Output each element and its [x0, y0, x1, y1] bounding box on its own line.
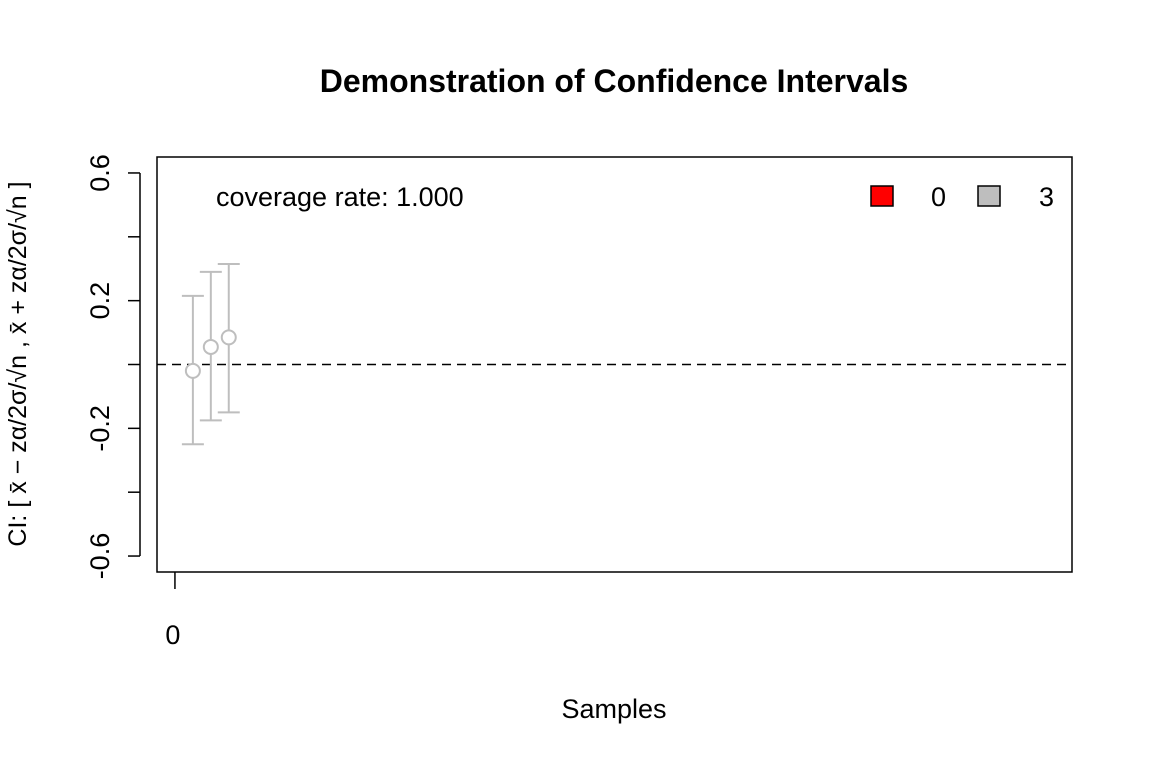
y-axis-label-lower: x̄ − zα/2σ/√n: [4, 355, 32, 494]
legend-label-0: 0: [931, 182, 946, 212]
legend-swatch-0: [870, 185, 894, 207]
chart-title: Demonstration of Confidence Intervals: [320, 63, 909, 99]
ci-point: [202, 338, 219, 355]
x-axis: 0: [165, 572, 180, 650]
y-axis-label-separator: ,: [4, 341, 32, 348]
ci-point: [184, 362, 201, 379]
ci-interval: [199, 270, 222, 422]
y-axis: -0.6 -0.2 0.2 0.6: [85, 154, 141, 580]
coverage-annotation: coverage rate: 1.000: [216, 182, 464, 212]
y-axis-label-suffix: ]: [4, 181, 32, 188]
legend: 0 3: [870, 182, 1054, 212]
y-tick-label: 0.6: [85, 154, 115, 192]
x-axis-label: Samples: [561, 694, 666, 724]
x-tick-label: 0: [165, 620, 180, 650]
y-tick-label: -0.6: [85, 533, 115, 580]
y-axis-label: CI: [ x̄ − zα/2σ/√n , x̄ + zα/2σ/√n ]: [4, 181, 32, 546]
ci-interval: [217, 262, 240, 414]
ci-point: [220, 329, 237, 346]
legend-swatch-3: [977, 185, 1001, 207]
y-tick-label: 0.2: [85, 282, 115, 320]
ci-marks: [181, 262, 240, 446]
y-axis-label-prefix: CI: [: [4, 501, 32, 547]
ci-interval: [181, 294, 204, 446]
y-tick-label: -0.2: [85, 405, 115, 452]
y-axis-label-upper: x̄ + zα/2σ/√n: [4, 195, 32, 334]
legend-label-3: 3: [1039, 182, 1054, 212]
